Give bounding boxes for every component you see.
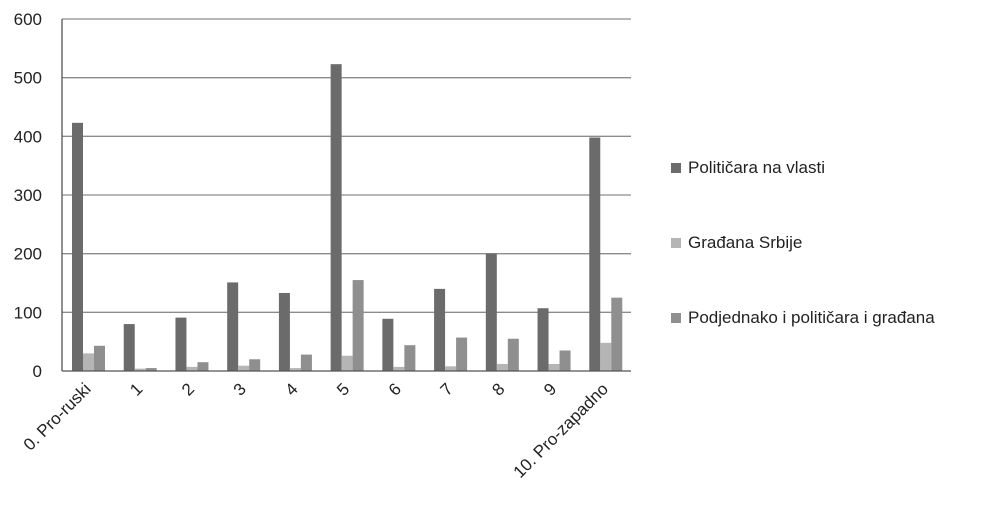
bar: [197, 362, 209, 371]
x-tick-label: 1: [126, 379, 146, 399]
y-tick-label: 100: [14, 303, 42, 322]
bar: [72, 122, 83, 371]
x-tick-label: 0. Pro-ruski: [20, 379, 95, 454]
bar: [589, 137, 601, 371]
y-gridlines: [62, 18, 631, 313]
legend: Političara na vlasti Građana Srbije Podjed…: [671, 158, 935, 327]
x-tick-label: 4: [281, 379, 301, 399]
y-axis-tick-labels: 0 100 200 300 400 500 600: [14, 10, 42, 381]
bar: [548, 363, 560, 371]
bar: [559, 350, 571, 371]
legend-label: Podjednako i političara i građana: [688, 308, 935, 327]
x-tick-label: 3: [230, 379, 250, 399]
bar: [175, 317, 187, 371]
bars: [72, 64, 623, 371]
bar: [507, 338, 519, 371]
bar: [496, 363, 508, 371]
bar: [134, 368, 146, 371]
x-tick-label: 6: [385, 379, 405, 399]
bar: [94, 345, 105, 371]
bar: [404, 345, 416, 371]
bar: [289, 368, 301, 371]
bar: [123, 324, 135, 371]
bar: [186, 366, 198, 371]
bar: [352, 280, 364, 371]
bar: [456, 337, 468, 371]
bar: [300, 354, 312, 371]
bar: [382, 318, 394, 371]
y-tick-label: 600: [14, 10, 42, 29]
bar: [145, 368, 157, 371]
legend-swatch: [671, 313, 681, 323]
x-tick-label: 2: [178, 379, 198, 399]
x-axis: [61, 19, 631, 372]
legend-swatch: [671, 238, 681, 248]
bar: [537, 308, 549, 371]
x-tick-label: 10. Pro-zapadno: [510, 379, 612, 481]
y-tick-label: 400: [14, 127, 42, 146]
bar: [600, 342, 612, 371]
x-tick-label: 8: [488, 379, 508, 399]
legend-label: Građana Srbije: [688, 233, 802, 252]
bar: [238, 365, 250, 371]
y-tick-label: 0: [33, 362, 42, 381]
x-tick-label: 7: [437, 379, 457, 399]
bar: [278, 292, 290, 371]
bar: [611, 297, 623, 371]
x-tick-label: 9: [540, 379, 560, 399]
y-tick-label: 300: [14, 186, 42, 205]
x-axis-tick-labels: 0. Pro-ruski 1 2 3 4 5 6 7 8 910. Pro-zapadno: [20, 379, 612, 481]
bar: [485, 253, 497, 371]
bar: [341, 355, 353, 371]
bar: [393, 366, 405, 371]
bar: [227, 282, 239, 371]
x-tick-label: 5: [333, 379, 353, 399]
bar: [445, 366, 457, 371]
bar: [330, 64, 342, 371]
bar: [83, 353, 94, 371]
bar: [434, 288, 446, 371]
y-tick-label: 500: [14, 69, 42, 88]
y-tick-label: 200: [14, 245, 42, 264]
legend-swatch: [671, 163, 681, 173]
bar: [249, 359, 261, 371]
legend-label: Političara na vlasti: [688, 158, 825, 177]
